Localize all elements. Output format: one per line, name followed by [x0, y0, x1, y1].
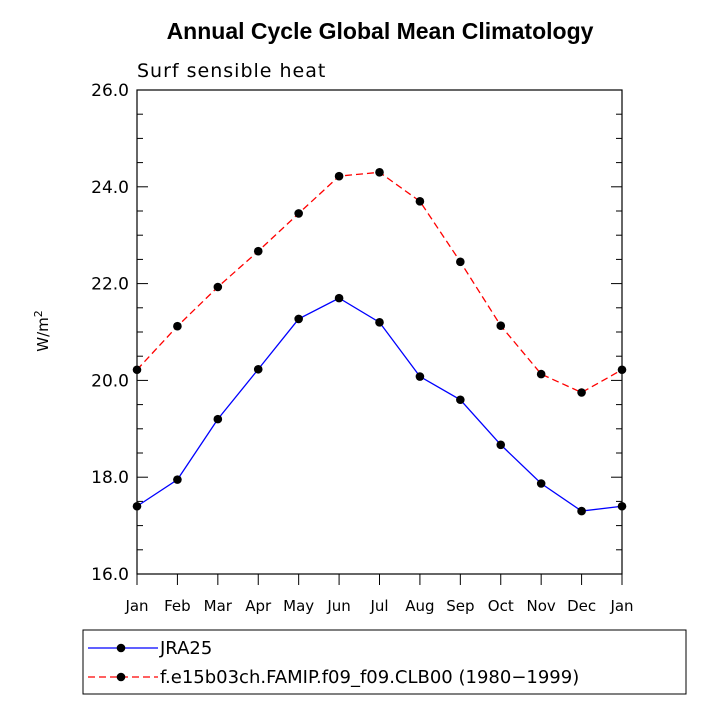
- data-point: [213, 414, 223, 424]
- data-point: [496, 321, 506, 331]
- data-point: [253, 364, 263, 374]
- y-tick-label: 20.0: [91, 371, 129, 391]
- x-tick-label: Nov: [527, 597, 556, 615]
- data-point: [173, 475, 182, 484]
- data-point: [375, 167, 384, 177]
- data-point: [415, 372, 425, 381]
- x-tick-label: Apr: [245, 597, 272, 615]
- data-point: [536, 369, 546, 379]
- series-line-2: [136, 171, 623, 394]
- x-tick-label: Aug: [405, 597, 434, 615]
- y-tick-label: 16.0: [91, 565, 129, 585]
- data-point: [577, 506, 586, 516]
- legend-marker: [116, 672, 126, 682]
- data-point: [617, 501, 627, 511]
- data-point: [577, 388, 586, 397]
- y-axis-label-text: W/m: [34, 317, 52, 352]
- data-point: [173, 321, 182, 331]
- y-tick-label: 24.0: [91, 178, 129, 198]
- chart-title: Annual Cycle Global Mean Climatology: [167, 18, 594, 44]
- x-tick-label: May: [283, 597, 314, 615]
- data-point: [496, 440, 506, 450]
- x-tick-label: Dec: [567, 597, 596, 615]
- y-axis-label-superscript: 2: [32, 310, 45, 317]
- data-point: [456, 257, 465, 267]
- data-point: [253, 246, 263, 256]
- x-tick-label: Sep: [446, 597, 474, 615]
- data-point: [415, 197, 425, 206]
- legend-box: [82, 629, 687, 695]
- x-tick-label: Jun: [326, 597, 350, 615]
- y-tick-label: 22.0: [91, 275, 129, 295]
- data-point: [456, 395, 465, 405]
- x-tick-label: Jan: [124, 597, 148, 615]
- y-axis-label: W/m2: [32, 310, 52, 352]
- legend-marker: [116, 643, 126, 653]
- legend-label-1: JRA25: [159, 638, 212, 659]
- series-layer: [132, 167, 627, 516]
- series-line-1: [136, 297, 623, 512]
- axes: 16.0 18.0 20.0 22.0 24.0 26.0 Jan Feb Mar Apr May J…: [91, 81, 633, 615]
- data-point: [132, 365, 142, 375]
- data-point: [213, 282, 223, 292]
- x-tick-label: Mar: [204, 597, 233, 615]
- data-point: [375, 318, 384, 327]
- data-point: [334, 171, 344, 181]
- data-point: [294, 209, 303, 218]
- x-tick-label: Jan: [609, 597, 633, 615]
- y-tick-label: 18.0: [91, 468, 129, 488]
- legend: JRA25 f.e15b03ch.FAMIP.f09_f09.CLB00 (198…: [82, 629, 687, 695]
- data-point: [132, 501, 142, 511]
- data-point: [617, 365, 627, 375]
- x-tick-label: Oct: [488, 597, 514, 615]
- legend-label-2: f.e15b03ch.FAMIP.f09_f09.CLB00 (1980−199…: [160, 667, 579, 688]
- x-tick-label: Feb: [164, 597, 191, 615]
- plot-frame: [136, 89, 623, 575]
- data-point: [334, 293, 344, 303]
- data-point: [294, 314, 303, 324]
- data-point: [536, 479, 546, 488]
- x-tick-label: Jul: [369, 597, 388, 615]
- y-tick-label: 26.0: [91, 81, 129, 101]
- chart-subtitle: Surf sensible heat: [137, 60, 326, 82]
